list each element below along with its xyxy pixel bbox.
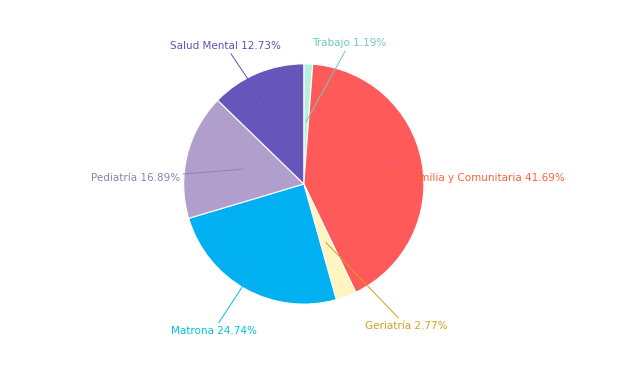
Text: Matrona 24.74%: Matrona 24.74%: [170, 239, 273, 336]
Text: Familia y Comunitaria 41.69%: Familia y Comunitaria 41.69%: [365, 173, 565, 183]
Text: Salud Mental 12.73%: Salud Mental 12.73%: [170, 41, 281, 127]
Text: Trabajo 1.19%: Trabajo 1.19%: [306, 38, 387, 121]
Text: Pediatría 16.89%: Pediatría 16.89%: [91, 169, 243, 183]
Wedge shape: [184, 100, 304, 218]
Wedge shape: [218, 64, 304, 184]
Wedge shape: [188, 184, 336, 304]
Wedge shape: [304, 64, 424, 292]
Wedge shape: [304, 64, 312, 184]
Text: Geriatría 2.77%: Geriatría 2.77%: [326, 243, 447, 331]
Wedge shape: [304, 184, 356, 300]
